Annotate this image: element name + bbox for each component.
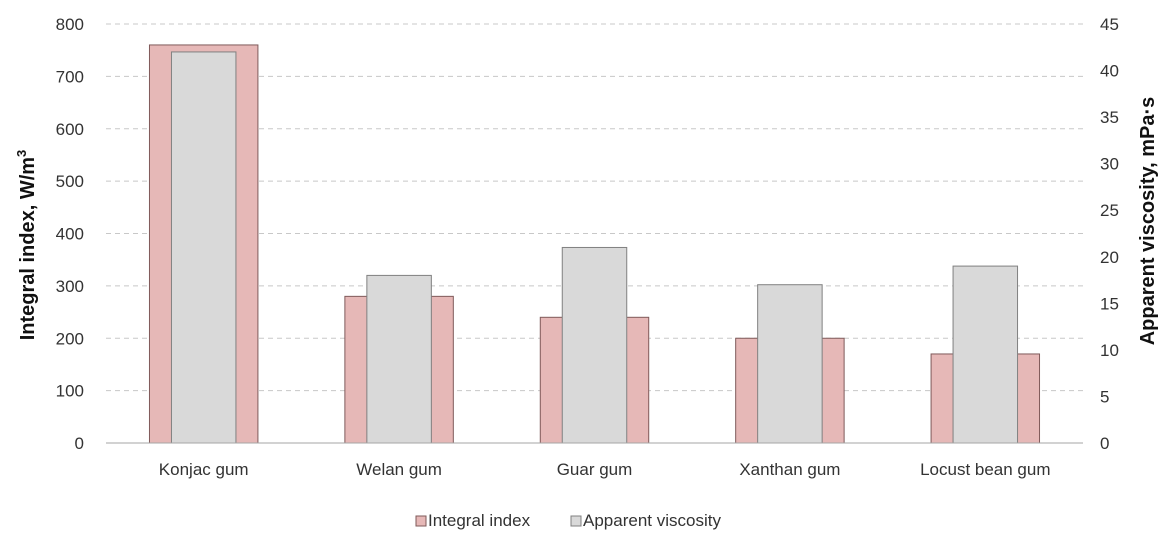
left-axis-title: Integral index, W/m3 xyxy=(14,150,39,341)
bar-apparent-viscosity-guar-gum xyxy=(561,246,628,444)
right-tick-label: 10 xyxy=(1100,341,1119,360)
legend-swatch-integral-index xyxy=(415,515,427,527)
category-label-guar-gum: Guar gum xyxy=(557,460,633,479)
left-tick-label: 0 xyxy=(75,434,84,453)
category-label-konjac-gum: Konjac gum xyxy=(159,460,249,479)
category-label-welan-gum: Welan gum xyxy=(356,460,442,479)
bar-apparent-viscosity-welan-gum xyxy=(366,274,432,444)
right-axis-title: Apparent viscosity, mPa·s xyxy=(1137,97,1159,346)
bar-apparent-viscosity-xanthan-gum xyxy=(757,284,823,444)
bar-apparent-viscosity-locust-bean-gum xyxy=(952,265,1019,444)
left-tick-label: 200 xyxy=(56,329,84,348)
left-tick-label: 700 xyxy=(56,67,84,86)
left-tick-label: 100 xyxy=(56,382,84,401)
left-axis-ticks: 0 100 200 300 400 500 600 700 800 xyxy=(56,15,84,453)
right-axis-ticks: 0 5 10 15 20 25 30 35 40 45 xyxy=(1100,15,1119,453)
left-tick-label: 800 xyxy=(56,15,84,34)
bar-apparent-viscosity-konjac-gum xyxy=(170,51,237,444)
left-tick-label: 300 xyxy=(56,277,84,296)
left-tick-label: 600 xyxy=(56,120,84,139)
right-tick-label: 45 xyxy=(1100,15,1119,34)
category-label-locust-bean-gum: Locust bean gum xyxy=(920,460,1050,479)
left-tick-label: 400 xyxy=(56,225,84,244)
category-labels: Konjac gum Welan gum Guar gum Xanthan gum Lo… xyxy=(159,460,1051,479)
right-tick-label: 5 xyxy=(1100,387,1109,406)
right-tick-label: 0 xyxy=(1100,434,1109,453)
right-tick-label: 25 xyxy=(1100,201,1119,220)
right-tick-label: 30 xyxy=(1100,155,1119,174)
right-tick-label: 20 xyxy=(1100,248,1119,267)
apparent-viscosity-bars xyxy=(170,51,1019,444)
legend-label-apparent-viscosity: Apparent viscosity xyxy=(583,511,721,530)
legend-swatch-apparent-viscosity xyxy=(570,515,582,527)
right-tick-label: 15 xyxy=(1100,294,1119,313)
legend: Integral index Apparent viscosity xyxy=(415,511,721,530)
left-axis-title-main: Integral index, W/m xyxy=(17,157,39,340)
left-tick-label: 500 xyxy=(56,172,84,191)
legend-label-integral-index: Integral index xyxy=(428,511,531,530)
left-axis-title-superscript: 3 xyxy=(14,150,29,157)
right-tick-label: 40 xyxy=(1100,62,1119,81)
category-label-xanthan-gum: Xanthan gum xyxy=(739,460,840,479)
right-tick-label: 35 xyxy=(1100,108,1119,127)
